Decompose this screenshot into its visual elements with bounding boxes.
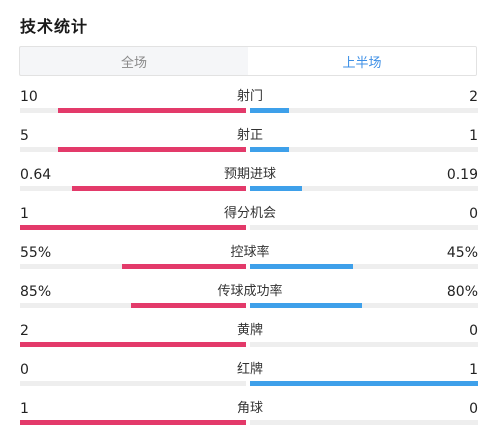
home-bar xyxy=(20,342,246,347)
away-bar xyxy=(250,147,289,152)
away-value: 1 xyxy=(469,362,478,378)
home-bar xyxy=(121,264,246,269)
away-bar-track xyxy=(250,342,478,347)
home-value: 10 xyxy=(20,89,38,105)
home-bar xyxy=(20,420,246,425)
stat-label: 红牌 xyxy=(236,362,263,377)
home-value: 5 xyxy=(20,128,29,144)
away-bar-track xyxy=(250,186,478,191)
home-bar xyxy=(20,225,246,230)
home-value: 0.64 xyxy=(20,167,52,183)
tab-full-match[interactable]: 全场 xyxy=(120,55,147,71)
page-title: 技术统计 xyxy=(20,17,89,36)
home-bar xyxy=(130,303,246,308)
away-bar xyxy=(250,264,353,269)
home-bar-track xyxy=(20,420,246,425)
stat-row-pass-accuracy: 传球成功率 85% 80% xyxy=(0,283,500,319)
away-value: 1 xyxy=(469,128,478,144)
away-value: 80% xyxy=(446,284,478,300)
stat-label: 射门 xyxy=(236,89,263,104)
home-bar-track xyxy=(20,342,246,347)
stat-row-corners: 角球 1 0 xyxy=(0,400,500,436)
away-value: 45% xyxy=(446,245,478,261)
home-bar-track xyxy=(20,225,246,230)
away-value: 0.19 xyxy=(446,167,478,183)
away-bar-track xyxy=(250,147,478,152)
away-value: 0 xyxy=(469,401,478,417)
away-bar-track xyxy=(250,303,478,308)
stat-row-chances: 得分机会 1 0 xyxy=(0,205,500,241)
stat-label: 控球率 xyxy=(230,245,270,260)
home-bar-track xyxy=(20,303,246,308)
away-value: 2 xyxy=(469,89,478,105)
home-value: 0 xyxy=(20,362,29,378)
stat-label: 传球成功率 xyxy=(217,284,283,299)
home-bar-track xyxy=(20,147,246,152)
away-value: 0 xyxy=(469,323,478,339)
stat-row-red-cards: 红牌 0 1 xyxy=(0,361,500,397)
home-bar xyxy=(58,147,246,152)
away-value: 0 xyxy=(469,206,478,222)
stat-row-possession: 控球率 55% 45% xyxy=(0,244,500,280)
home-bar-track xyxy=(20,186,246,191)
home-bar-track xyxy=(20,264,246,269)
home-bar xyxy=(71,186,246,191)
home-value: 55% xyxy=(20,245,52,261)
stat-row-shots-on-target: 射正 5 1 xyxy=(0,127,500,163)
stat-row-yellow-cards: 黄牌 2 0 xyxy=(0,322,500,358)
home-value: 1 xyxy=(20,206,29,222)
stat-row-expected-goals: 预期进球 0.64 0.19 xyxy=(0,166,500,202)
home-bar-track xyxy=(20,381,246,386)
away-bar xyxy=(250,303,362,308)
stat-label: 黄牌 xyxy=(236,323,263,338)
home-value: 1 xyxy=(20,401,29,417)
away-bar-track xyxy=(250,264,478,269)
home-bar-track xyxy=(20,108,246,113)
away-bar-track xyxy=(250,420,478,425)
stat-label: 角球 xyxy=(236,401,263,416)
home-bar xyxy=(58,108,246,113)
tab-first-half[interactable]: 上半场 xyxy=(248,47,476,75)
away-bar xyxy=(250,381,478,386)
stat-label: 预期进球 xyxy=(223,167,276,182)
stat-label: 得分机会 xyxy=(223,206,276,221)
home-value: 85% xyxy=(20,284,52,300)
stat-label: 射正 xyxy=(236,128,263,143)
home-value: 2 xyxy=(20,323,29,339)
stat-row-shots: 射门 10 2 xyxy=(0,88,500,124)
away-bar-track xyxy=(250,381,478,386)
period-tabs: 全场 上半场 xyxy=(19,46,477,76)
away-bar xyxy=(250,186,303,191)
away-bar-track xyxy=(250,225,478,230)
away-bar xyxy=(250,108,289,113)
away-bar-track xyxy=(250,108,478,113)
